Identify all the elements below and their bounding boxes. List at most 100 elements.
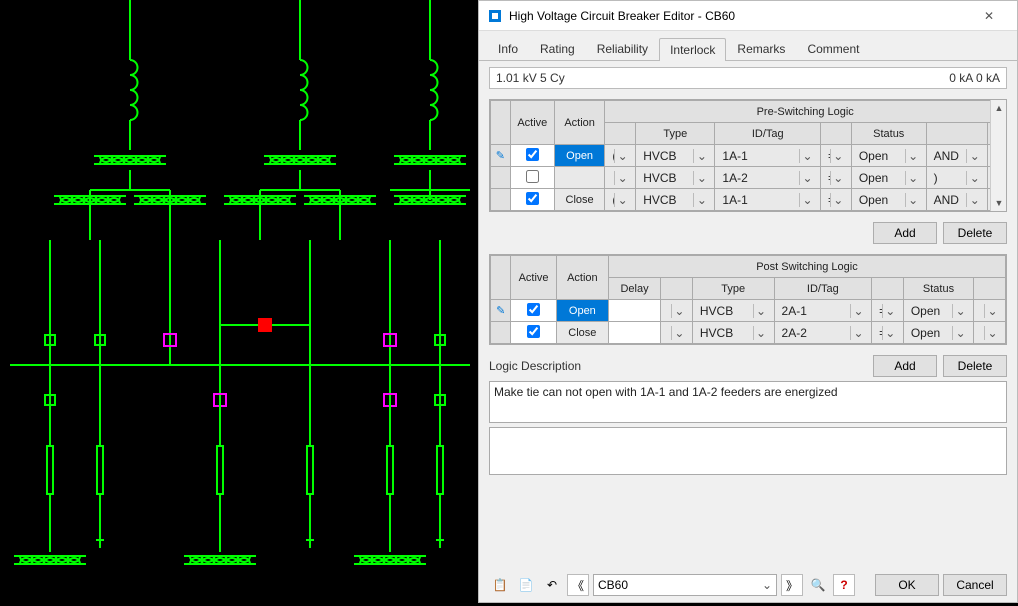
find-icon[interactable]: 🔍 <box>807 574 829 596</box>
chevron-down-icon: ⌄ <box>984 326 1000 340</box>
lparen-cell[interactable]: ⌄ <box>661 322 693 344</box>
idtag-cell[interactable]: 2A-1⌄ <box>774 300 872 322</box>
rating-left: 1.01 kV 5 Cy <box>496 71 565 85</box>
action-cell[interactable]: Close <box>556 322 608 344</box>
pre-add-button[interactable]: Add <box>873 222 937 244</box>
active-checkbox[interactable] <box>527 325 540 338</box>
tab-interlock[interactable]: Interlock <box>659 38 726 61</box>
pre-grid-scrollbar[interactable]: ▲ ▼ <box>990 100 1006 211</box>
active-checkbox[interactable] <box>527 303 540 316</box>
scroll-down-icon[interactable]: ▼ <box>991 195 1007 211</box>
type-cell[interactable]: HVCB⌄ <box>692 300 774 322</box>
active-checkbox[interactable] <box>526 192 539 205</box>
eq-cell[interactable]: =⌄ <box>821 145 852 167</box>
delay-cell[interactable] <box>608 322 660 344</box>
active-checkbox[interactable] <box>526 170 539 183</box>
idtag-cell[interactable]: 1A-2⌄ <box>715 167 821 189</box>
idtag-cell[interactable]: 1A-1⌄ <box>715 145 821 167</box>
app-icon <box>487 8 503 24</box>
close-button[interactable]: ✕ <box>969 2 1009 30</box>
chevron-down-icon: ⌄ <box>614 193 630 207</box>
chevron-down-icon: ⌄ <box>614 149 630 163</box>
type-cell[interactable]: HVCB⌄ <box>636 145 715 167</box>
chevron-down-icon: ⌄ <box>905 149 921 163</box>
status-cell[interactable]: Open⌄ <box>903 300 973 322</box>
table-row[interactable]: ⌄ HVCB⌄ 1A-2⌄ =⌄ Open⌄ )⌄ <box>491 167 1006 189</box>
chevron-down-icon: ⌄ <box>799 193 815 207</box>
chevron-down-icon: ⌄ <box>882 304 898 318</box>
type-cell[interactable]: HVCB⌄ <box>636 167 715 189</box>
table-row[interactable]: Close (⌄ HVCB⌄ 1A-1⌄ =⌄ Open⌄ AND⌄ <box>491 189 1006 211</box>
device-selector[interactable]: CB60 ⌄ <box>593 574 777 596</box>
status-cell[interactable]: Open⌄ <box>851 167 926 189</box>
editor-dialog: High Voltage Circuit Breaker Editor - CB… <box>478 0 1018 603</box>
chevron-down-icon: ⌄ <box>762 578 772 592</box>
delay-cell[interactable] <box>608 300 660 322</box>
paste-icon[interactable]: 📄 <box>515 574 537 596</box>
lparen-cell[interactable]: ⌄ <box>605 167 636 189</box>
chevron-right-icon: 》 <box>786 577 798 594</box>
active-checkbox[interactable] <box>526 148 539 161</box>
copy-icon[interactable]: 📋 <box>489 574 511 596</box>
tab-comment[interactable]: Comment <box>796 37 870 60</box>
logic-cell[interactable]: ⌄ <box>974 322 1006 344</box>
ok-button[interactable]: OK <box>875 574 939 596</box>
table-row[interactable]: Close ⌄ HVCB⌄ 2A-2⌄ =⌄ Open⌄ ⌄ <box>491 322 1006 344</box>
status-cell[interactable]: Open⌄ <box>851 145 926 167</box>
logic-description-text: Make tie can not open with 1A-1 and 1A-2… <box>494 385 838 399</box>
lparen-cell[interactable]: (⌄ <box>605 189 636 211</box>
type-cell[interactable]: HVCB⌄ <box>692 322 774 344</box>
action-cell[interactable]: Open <box>556 300 608 322</box>
logic-cell[interactable]: ⌄ <box>974 300 1006 322</box>
chevron-down-icon: ⌄ <box>905 193 921 207</box>
post-switching-title: Post Switching Logic <box>608 256 1005 278</box>
lparen-cell[interactable]: (⌄ <box>605 145 636 167</box>
next-device-button[interactable]: 》 <box>781 574 803 596</box>
logic-description-textbox[interactable]: Make tie can not open with 1A-1 and 1A-2… <box>489 381 1007 423</box>
post-add-button[interactable]: Add <box>873 355 937 377</box>
table-row[interactable]: ✎ Open ⌄ HVCB⌄ 2A-1⌄ =⌄ Open⌄ ⌄ <box>491 300 1006 322</box>
action-cell[interactable]: Open <box>554 145 605 167</box>
undo-icon[interactable]: ↶ <box>541 574 563 596</box>
post-switching-grid: Active Action Post Switching Logic Delay… <box>489 254 1007 345</box>
table-row[interactable]: ✎ Open (⌄ HVCB⌄ 1A-1⌄ =⌄ Open⌄ AND⌄ <box>491 145 1006 167</box>
chevron-down-icon: ⌄ <box>830 171 846 185</box>
pre-switching-buttons: Add Delete <box>489 222 1007 244</box>
chevron-down-icon: ⌄ <box>830 193 846 207</box>
logic-cell[interactable]: AND⌄ <box>926 189 988 211</box>
status-cell[interactable]: Open⌄ <box>903 322 973 344</box>
eq-cell[interactable]: =⌄ <box>872 322 904 344</box>
help-icon[interactable]: ? <box>833 574 855 596</box>
rating-right: 0 kA 0 kA <box>949 71 1000 85</box>
tab-rating[interactable]: Rating <box>529 37 586 60</box>
pre-delete-button[interactable]: Delete <box>943 222 1007 244</box>
eq-cell[interactable]: =⌄ <box>821 189 852 211</box>
chevron-down-icon: ⌄ <box>966 149 982 163</box>
tab-remarks[interactable]: Remarks <box>726 37 796 60</box>
tab-info[interactable]: Info <box>487 37 529 60</box>
chevron-down-icon: ⌄ <box>693 171 709 185</box>
action-cell[interactable] <box>554 167 605 189</box>
scroll-up-icon[interactable]: ▲ <box>991 100 1007 116</box>
chevron-down-icon: ⌄ <box>830 149 846 163</box>
secondary-textbox[interactable] <box>489 427 1007 475</box>
lparen-cell[interactable]: ⌄ <box>661 300 693 322</box>
logic-cell[interactable]: )⌄ <box>926 167 988 189</box>
bottom-toolbar: 📋 📄 ↶ 《 CB60 ⌄ 》 🔍 ? OK Cancel <box>479 568 1017 602</box>
tab-reliability[interactable]: Reliability <box>586 37 659 60</box>
titlebar: High Voltage Circuit Breaker Editor - CB… <box>479 1 1017 31</box>
window-title: High Voltage Circuit Breaker Editor - CB… <box>509 9 969 23</box>
status-cell[interactable]: Open⌄ <box>851 189 926 211</box>
action-cell[interactable]: Close <box>554 189 605 211</box>
cancel-button[interactable]: Cancel <box>943 574 1007 596</box>
post-delete-button[interactable]: Delete <box>943 355 1007 377</box>
eq-cell[interactable]: =⌄ <box>872 300 904 322</box>
type-cell[interactable]: HVCB⌄ <box>636 189 715 211</box>
idtag-cell[interactable]: 1A-1⌄ <box>715 189 821 211</box>
eq-cell[interactable]: =⌄ <box>821 167 852 189</box>
chevron-down-icon: ⌄ <box>693 149 709 163</box>
chevron-down-icon: ⌄ <box>693 193 709 207</box>
logic-cell[interactable]: AND⌄ <box>926 145 988 167</box>
prev-device-button[interactable]: 《 <box>567 574 589 596</box>
idtag-cell[interactable]: 2A-2⌄ <box>774 322 872 344</box>
